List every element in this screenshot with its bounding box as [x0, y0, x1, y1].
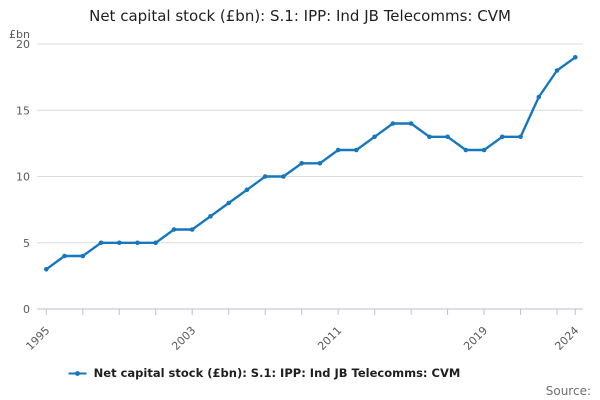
- data-point-marker: [573, 55, 578, 60]
- data-point-marker: [262, 174, 268, 179]
- data-point-marker: [317, 161, 323, 166]
- data-point-marker: [390, 121, 396, 126]
- data-point-marker: [135, 240, 140, 246]
- data-point-marker: [354, 147, 359, 153]
- x-tick-label: 2011: [315, 324, 344, 353]
- x-tick-label: 2019: [461, 324, 490, 353]
- data-point-marker: [445, 134, 450, 140]
- data-point-marker: [208, 214, 213, 219]
- y-tick-label: 5: [23, 237, 30, 250]
- data-point-marker: [171, 227, 177, 232]
- legend-label: Net capital stock (£bn): S.1: IPP: Ind J…: [93, 366, 461, 380]
- data-point-marker: [335, 147, 341, 153]
- data-point-marker: [189, 227, 195, 232]
- data-point-marker: [226, 200, 231, 206]
- source-label: Source:: [545, 384, 591, 398]
- data-point-marker: [372, 134, 377, 140]
- data-point-marker: [554, 68, 560, 73]
- data-point-marker: [500, 134, 505, 140]
- y-tick-label: 10: [16, 171, 30, 184]
- y-tick-label: 0: [23, 303, 30, 316]
- data-point-marker: [408, 121, 414, 126]
- y-axis-unit-label: £bn: [9, 28, 30, 41]
- data-point-marker: [98, 240, 104, 246]
- series-line: [45, 56, 577, 271]
- x-tick-label: 2024: [552, 324, 581, 353]
- data-point-marker: [536, 94, 542, 100]
- data-point-marker: [518, 134, 523, 140]
- data-point-marker: [153, 240, 158, 246]
- legend: Net capital stock (£bn): S.1: IPP: Ind J…: [0, 366, 528, 380]
- y-tick-label: 15: [16, 104, 30, 117]
- data-point-marker: [427, 134, 432, 140]
- data-point-marker: [44, 267, 49, 272]
- data-point-marker: [80, 253, 86, 259]
- data-point-marker: [299, 161, 305, 166]
- data-point-marker: [244, 187, 250, 193]
- legend-line-marker-icon: [68, 370, 87, 376]
- data-point-marker: [117, 240, 122, 246]
- x-tick-label: 1995: [23, 324, 52, 353]
- chart-title: Net capital stock (£bn): S.1: IPP: Ind J…: [89, 7, 511, 25]
- x-tick-label: 2003: [169, 324, 198, 353]
- data-point-marker: [463, 147, 469, 153]
- y-tick-label: 20: [16, 38, 30, 51]
- data-point-marker: [481, 147, 487, 153]
- data-point-marker: [62, 253, 67, 259]
- data-point-marker: [281, 174, 286, 179]
